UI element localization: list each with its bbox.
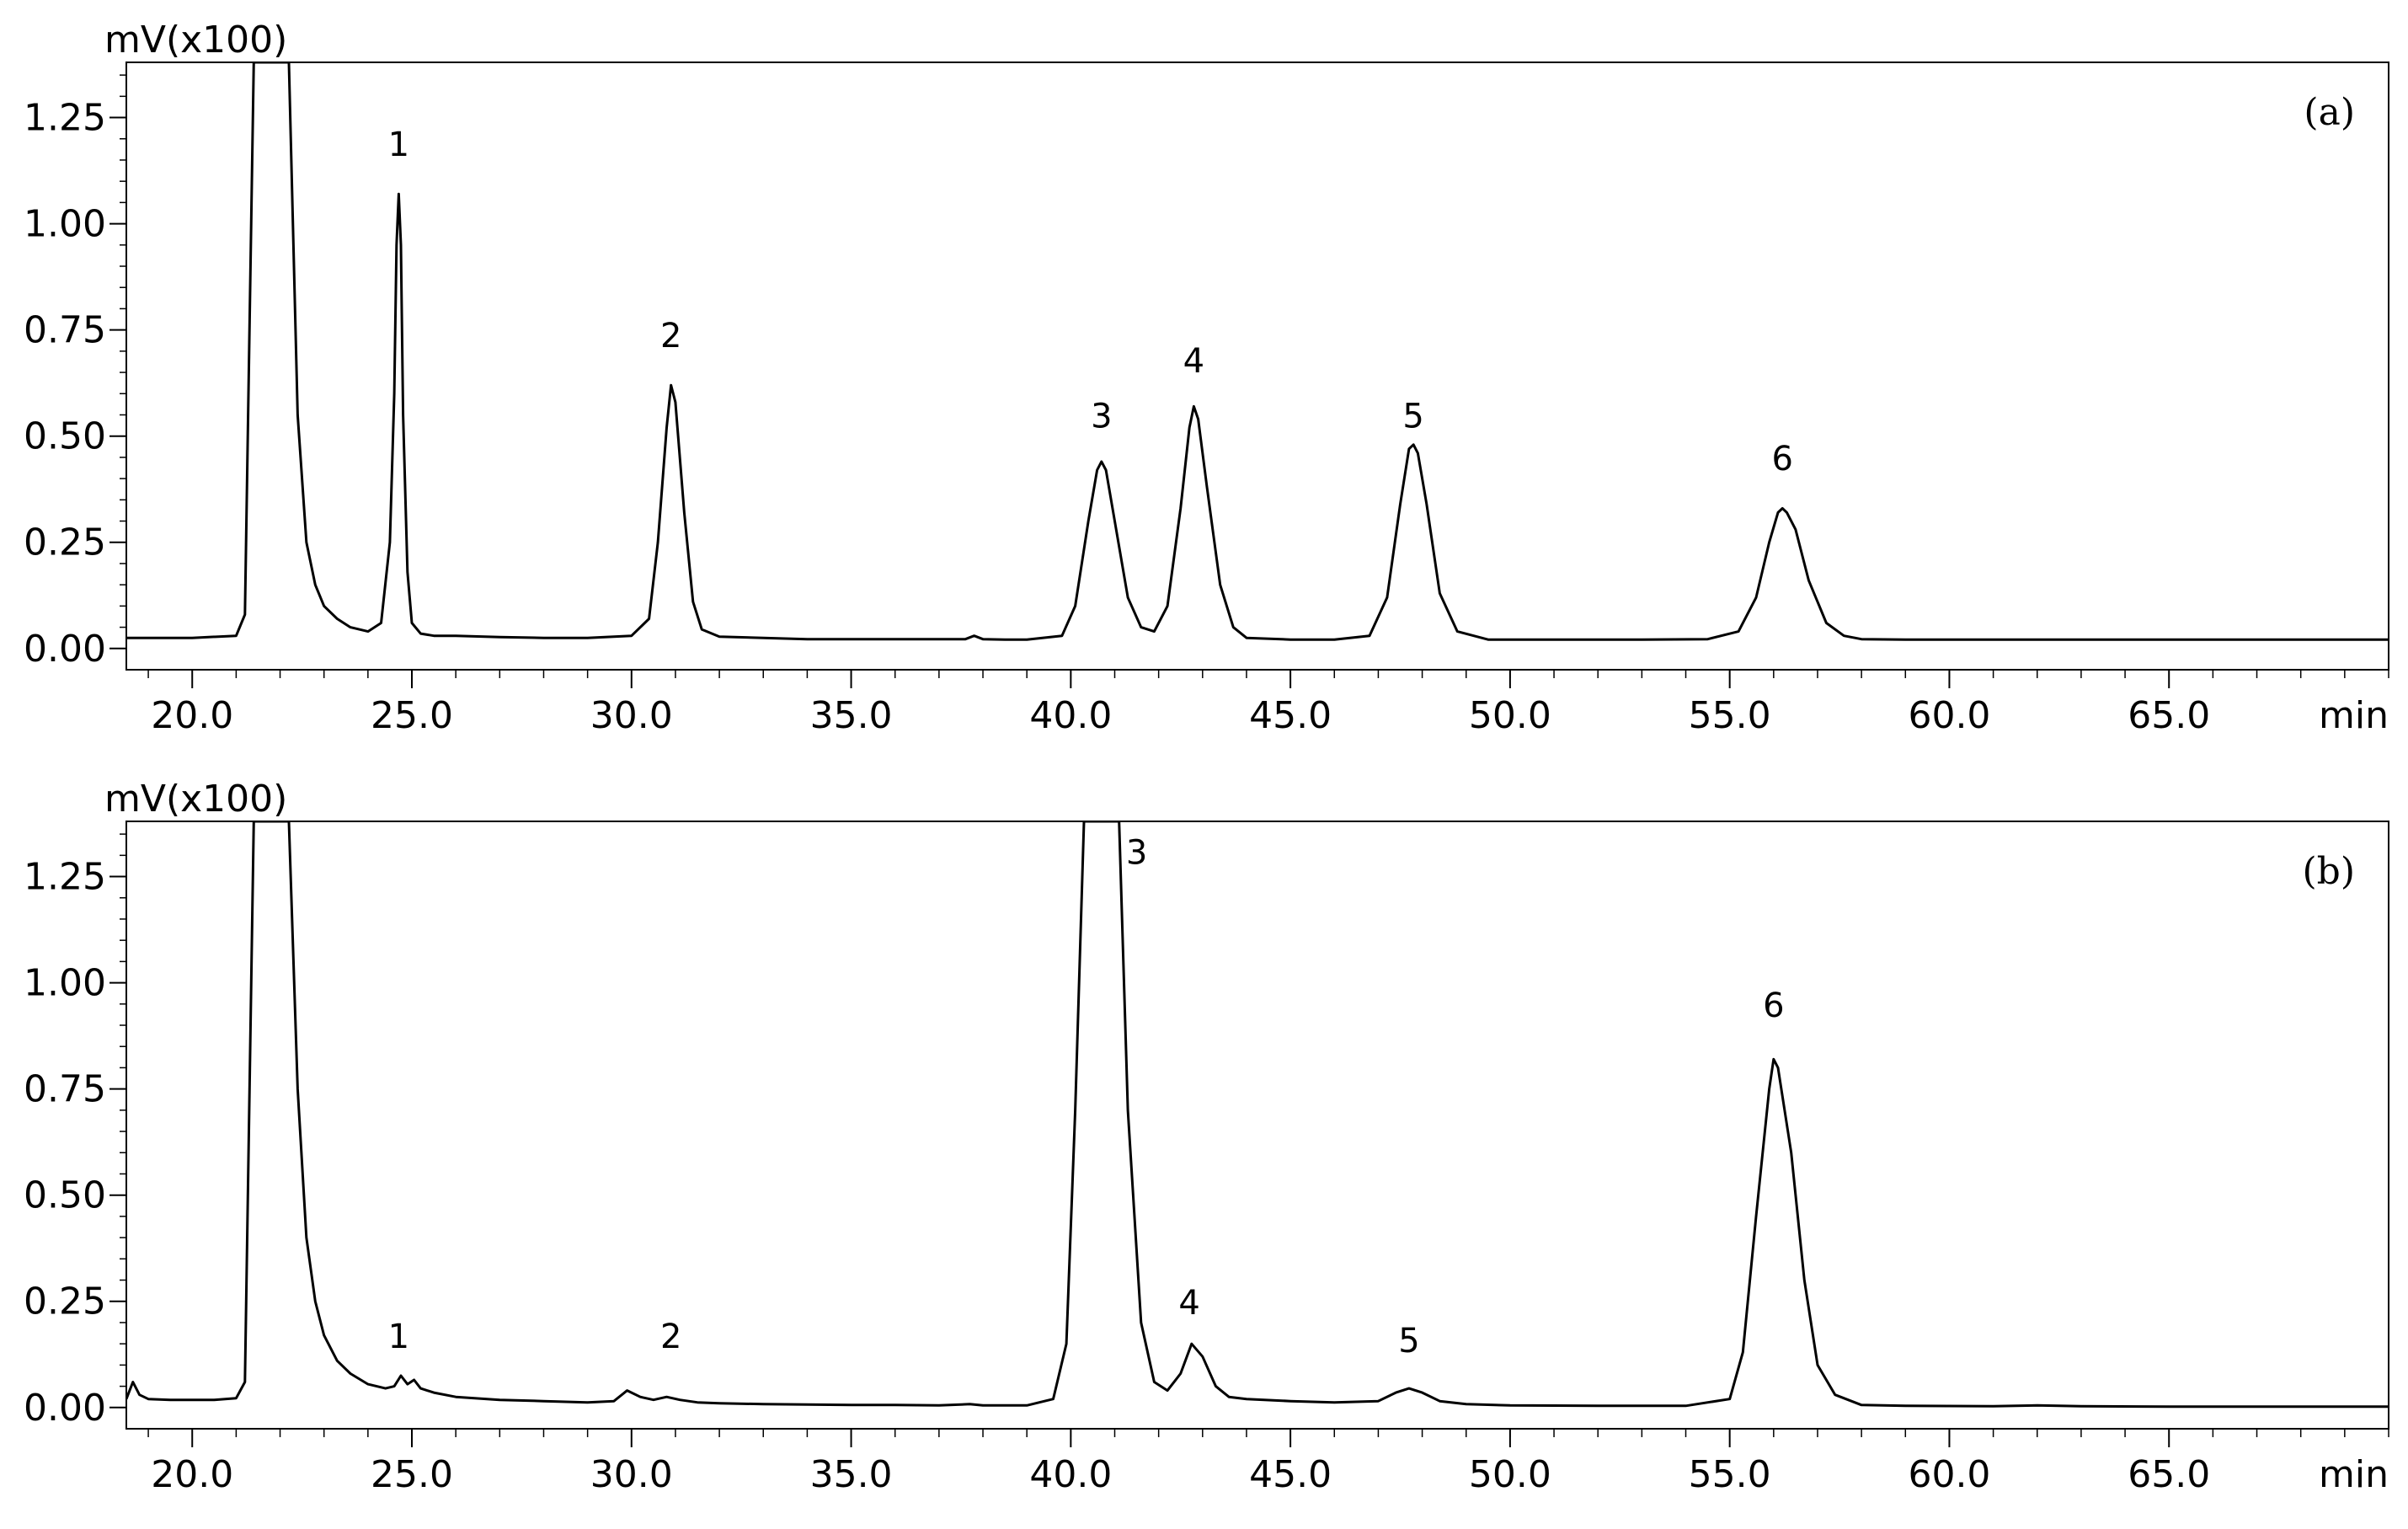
chart-panel-1: 0.00 0.25 0.50 0.75 1.00 1.25 20.0 25.0 30.0 35.0… bbox=[24, 19, 2389, 737]
peak-label: 1 bbox=[388, 126, 409, 164]
peak-label: 4 bbox=[1178, 1284, 1199, 1323]
peak-label: 2 bbox=[660, 317, 681, 356]
y-tick-label: 0.50 bbox=[24, 415, 106, 458]
x-tick-label: 65.0 bbox=[2128, 1453, 2210, 1496]
peak-label: 2 bbox=[660, 1318, 681, 1356]
x-tick-label: 35.0 bbox=[810, 1453, 893, 1496]
x-tick-label: 20.0 bbox=[151, 1453, 233, 1496]
panel-label: (a) bbox=[2304, 91, 2355, 134]
x-tick-label: 20.0 bbox=[151, 694, 233, 737]
y-tick-label: 0.25 bbox=[24, 1280, 106, 1323]
x-tick-label: 55.0 bbox=[1689, 1453, 1771, 1496]
peak-label: 6 bbox=[1763, 986, 1784, 1025]
y-axis-unit: mV(x100) bbox=[104, 19, 287, 61]
y-tick-label: 1.00 bbox=[24, 962, 106, 1005]
peak-label: 5 bbox=[1402, 398, 1423, 436]
x-tick-label: 45.0 bbox=[1249, 694, 1332, 737]
x-axis-unit: min bbox=[2319, 694, 2389, 737]
x-tick-label: 40.0 bbox=[1029, 1453, 1112, 1496]
peak-label: 3 bbox=[1126, 833, 1147, 872]
x-tick-label: 50.0 bbox=[1469, 1453, 1551, 1496]
plot-frame bbox=[125, 821, 2389, 1430]
x-tick-label: 35.0 bbox=[810, 694, 893, 737]
y-tick-label: 1.00 bbox=[24, 203, 106, 246]
chart-panel-2: 0.00 0.25 0.50 0.75 1.00 1.25 20.0 25.0 30.0 35.0… bbox=[24, 778, 2389, 1496]
chromatogram-trace bbox=[126, 62, 2389, 641]
peak-label: 3 bbox=[1091, 398, 1112, 436]
x-tick-label: 55.0 bbox=[1689, 694, 1771, 737]
x-tick-label: 40.0 bbox=[1029, 694, 1112, 737]
peak-label: 4 bbox=[1183, 342, 1204, 381]
x-tick-label: 50.0 bbox=[1469, 694, 1551, 737]
y-tick-label: 1.25 bbox=[24, 856, 106, 899]
y-tick-label: 0.25 bbox=[24, 521, 106, 564]
y-axis-unit: mV(x100) bbox=[104, 778, 287, 821]
y-tick-label: 0.75 bbox=[24, 309, 106, 352]
y-tick-label: 0.00 bbox=[24, 628, 106, 671]
chromatogram-trace bbox=[126, 821, 2389, 1409]
plot-frame bbox=[125, 61, 2389, 671]
y-tick-label: 0.00 bbox=[24, 1387, 106, 1430]
x-tick-label: 60.0 bbox=[1908, 1453, 1990, 1496]
peak-label: 5 bbox=[1398, 1322, 1419, 1361]
x-tick-label: 25.0 bbox=[371, 1453, 453, 1496]
x-tick-label: 30.0 bbox=[590, 694, 673, 737]
x-tick-label: 30.0 bbox=[590, 1453, 673, 1496]
x-tick-label: 25.0 bbox=[371, 694, 453, 737]
peak-label: 1 bbox=[388, 1318, 409, 1356]
panel-label: (b) bbox=[2303, 850, 2356, 893]
y-tick-label: 0.75 bbox=[24, 1068, 106, 1111]
y-tick-label: 1.25 bbox=[24, 97, 106, 140]
x-tick-label: 45.0 bbox=[1249, 1453, 1332, 1496]
x-tick-label: 60.0 bbox=[1908, 694, 1990, 737]
x-tick-label: 65.0 bbox=[2128, 694, 2210, 737]
peak-label: 6 bbox=[1772, 440, 1793, 478]
y-tick-label: 0.50 bbox=[24, 1174, 106, 1217]
x-axis-unit: min bbox=[2319, 1453, 2389, 1496]
